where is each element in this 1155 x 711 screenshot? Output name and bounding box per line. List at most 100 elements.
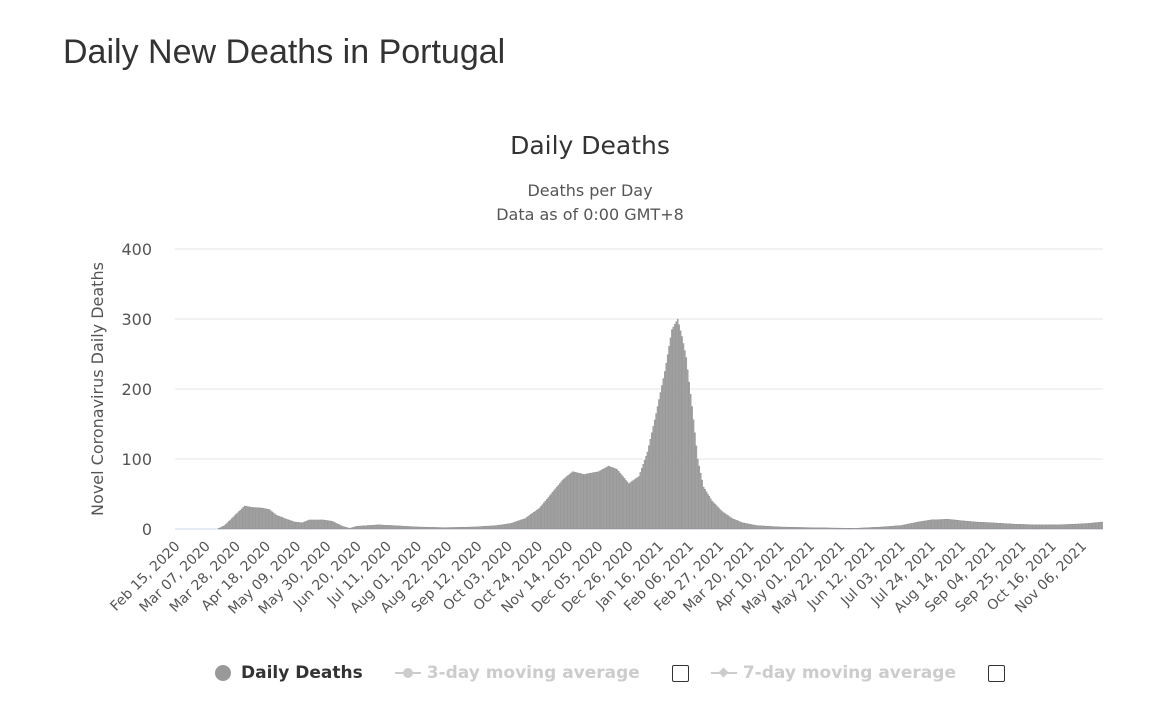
bar xyxy=(774,526,777,530)
bar xyxy=(920,521,922,530)
bar xyxy=(1069,524,1072,530)
bar xyxy=(321,519,324,530)
bar xyxy=(468,526,470,530)
bar xyxy=(944,519,947,530)
bar xyxy=(767,526,770,530)
bar xyxy=(235,514,237,530)
bar xyxy=(341,526,344,530)
bar xyxy=(858,527,860,530)
bar xyxy=(710,498,712,530)
bar xyxy=(1066,524,1069,530)
bar xyxy=(606,466,608,530)
bar xyxy=(571,471,574,530)
bar xyxy=(735,520,738,530)
bar xyxy=(577,472,580,530)
bar xyxy=(823,527,826,530)
legend-item-daily-deaths[interactable]: Daily Deaths xyxy=(215,663,363,683)
y-tick-label: 0 xyxy=(142,520,152,539)
bar xyxy=(1064,524,1066,530)
bar xyxy=(456,527,459,530)
bar xyxy=(813,527,816,530)
bar xyxy=(961,520,964,530)
bar xyxy=(950,519,952,530)
bar xyxy=(792,527,794,530)
bar xyxy=(540,506,542,530)
bar xyxy=(1036,524,1039,530)
bar xyxy=(441,527,443,530)
bar xyxy=(994,522,997,530)
bar xyxy=(630,481,633,530)
bar xyxy=(874,527,876,530)
bar xyxy=(782,526,784,530)
7-day-moving-average-checkbox[interactable] xyxy=(987,664,1005,682)
bar xyxy=(248,506,250,530)
bar xyxy=(579,473,581,530)
bar xyxy=(527,516,529,530)
bar xyxy=(304,521,306,530)
bar xyxy=(724,513,726,530)
bar xyxy=(638,476,640,530)
bar xyxy=(963,520,965,530)
bar xyxy=(1007,523,1010,530)
bar xyxy=(649,439,652,530)
bar xyxy=(674,324,676,530)
bar xyxy=(648,445,650,530)
bar xyxy=(1019,524,1021,530)
bar xyxy=(758,525,761,530)
bar xyxy=(289,520,292,530)
bar xyxy=(632,480,634,530)
legend-label-daily-deaths: Daily Deaths xyxy=(241,663,363,683)
bar xyxy=(238,511,240,530)
bar xyxy=(1061,524,1063,530)
bar xyxy=(728,516,731,530)
bar xyxy=(275,514,278,530)
legend-label-7-day-moving-average: 7-day moving average xyxy=(742,663,956,683)
bar xyxy=(543,502,545,530)
bar xyxy=(1065,524,1067,530)
bar xyxy=(629,482,631,530)
bar xyxy=(760,525,762,530)
bar xyxy=(465,526,467,530)
bar xyxy=(878,526,880,530)
bar xyxy=(1076,523,1079,530)
bar xyxy=(744,523,747,530)
bar xyxy=(682,343,685,530)
bar xyxy=(911,523,913,530)
bar xyxy=(567,475,570,530)
y-tick-label: 200 xyxy=(121,380,152,399)
bar xyxy=(1045,524,1047,530)
bar xyxy=(987,522,990,530)
bar xyxy=(819,527,821,530)
bar xyxy=(311,519,313,530)
bar xyxy=(520,519,522,530)
bar xyxy=(676,318,679,530)
bar xyxy=(501,524,503,530)
bar xyxy=(382,524,384,530)
bar xyxy=(228,521,230,530)
page-title: Daily New Deaths in Portugal xyxy=(63,33,506,71)
bar xyxy=(712,502,715,530)
bar xyxy=(741,522,744,530)
bar xyxy=(1088,523,1090,530)
bar xyxy=(521,519,524,530)
y-axis-title: Novel Coronavirus Daily Deaths xyxy=(88,262,107,516)
bar xyxy=(333,521,335,530)
bar xyxy=(681,336,683,530)
bar xyxy=(251,507,253,530)
bar xyxy=(832,527,834,530)
bar xyxy=(1058,524,1060,530)
bar xyxy=(721,511,724,530)
bar xyxy=(600,469,603,530)
bar xyxy=(504,524,506,530)
legend-item-7-day-moving-average[interactable]: 7-day moving average xyxy=(710,663,956,683)
legend-item-3-day-moving-average[interactable]: 3-day moving average xyxy=(394,663,640,683)
3-day-moving-average-checkbox[interactable] xyxy=(671,664,689,682)
bar xyxy=(1082,523,1085,530)
bar-series-daily-deaths xyxy=(218,318,1103,530)
bar xyxy=(471,526,473,530)
bar xyxy=(1078,523,1080,530)
bar xyxy=(561,479,564,530)
bar xyxy=(443,527,446,530)
bar xyxy=(986,522,988,530)
bar xyxy=(1002,523,1004,530)
